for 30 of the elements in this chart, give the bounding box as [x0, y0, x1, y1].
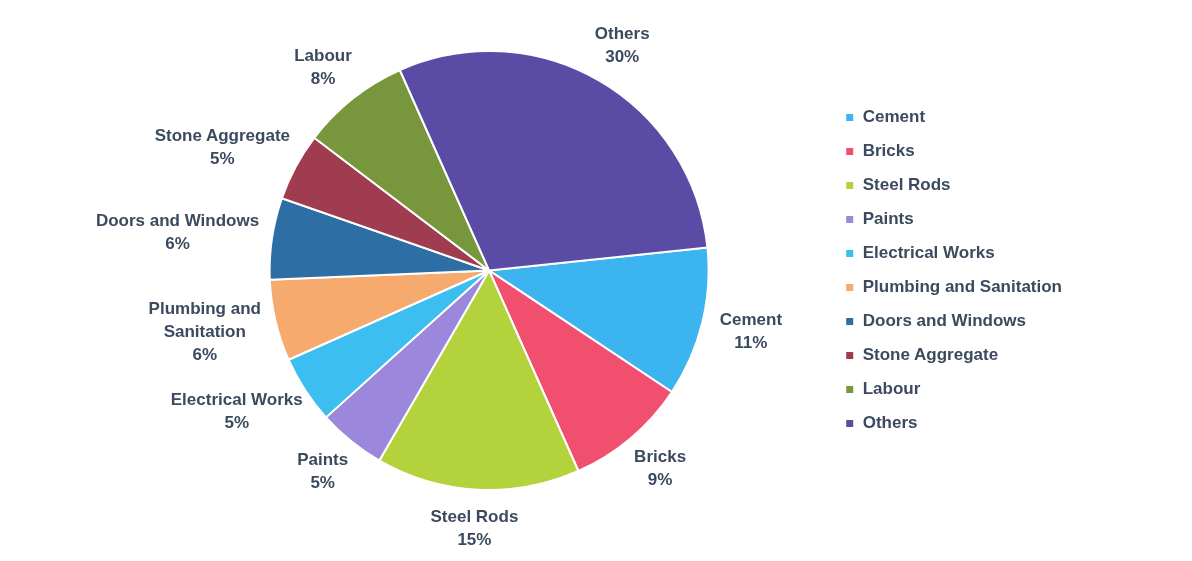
- data-label: 5%: [210, 149, 235, 169]
- legend-label: Cement: [862, 107, 926, 127]
- slice-label: Electrical Works: [170, 389, 303, 409]
- data-label: 9%: [647, 469, 673, 489]
- slice-label: Plumbing and Sanitation: [148, 298, 261, 341]
- data-label: 6%: [192, 344, 218, 364]
- data-label: 15%: [457, 530, 492, 550]
- data-label: 5%: [310, 472, 335, 492]
- data-label: 30%: [605, 47, 640, 67]
- legend-label: Doors and Windows: [862, 311, 1026, 331]
- legend-label: Bricks: [862, 141, 915, 161]
- slice-label: Paints: [297, 449, 349, 469]
- slice-label: Cement: [719, 310, 783, 330]
- legend-label: Others: [862, 413, 918, 433]
- data-label: 5%: [224, 412, 250, 432]
- slice-label: Doors and Windows: [95, 210, 260, 230]
- legend-label: Plumbing and Sanitation: [862, 277, 1062, 297]
- legend-label: Steel Rods: [862, 175, 951, 195]
- legend-label: Electrical Works: [862, 243, 995, 263]
- legend-label: Paints: [862, 209, 914, 229]
- slice-label: Steel Rods: [430, 507, 519, 527]
- slice-label: Stone Aggregate: [154, 126, 291, 146]
- data-label: 8%: [310, 68, 336, 88]
- slice-label: Bricks: [634, 446, 687, 466]
- legend-label: Stone Aggregate: [862, 345, 999, 365]
- data-label: 6%: [165, 233, 190, 253]
- slice-label: Others: [594, 24, 650, 44]
- legend-label: Labour: [862, 379, 921, 399]
- slice-label: Labour: [294, 45, 353, 65]
- data-label: 11%: [734, 333, 768, 353]
